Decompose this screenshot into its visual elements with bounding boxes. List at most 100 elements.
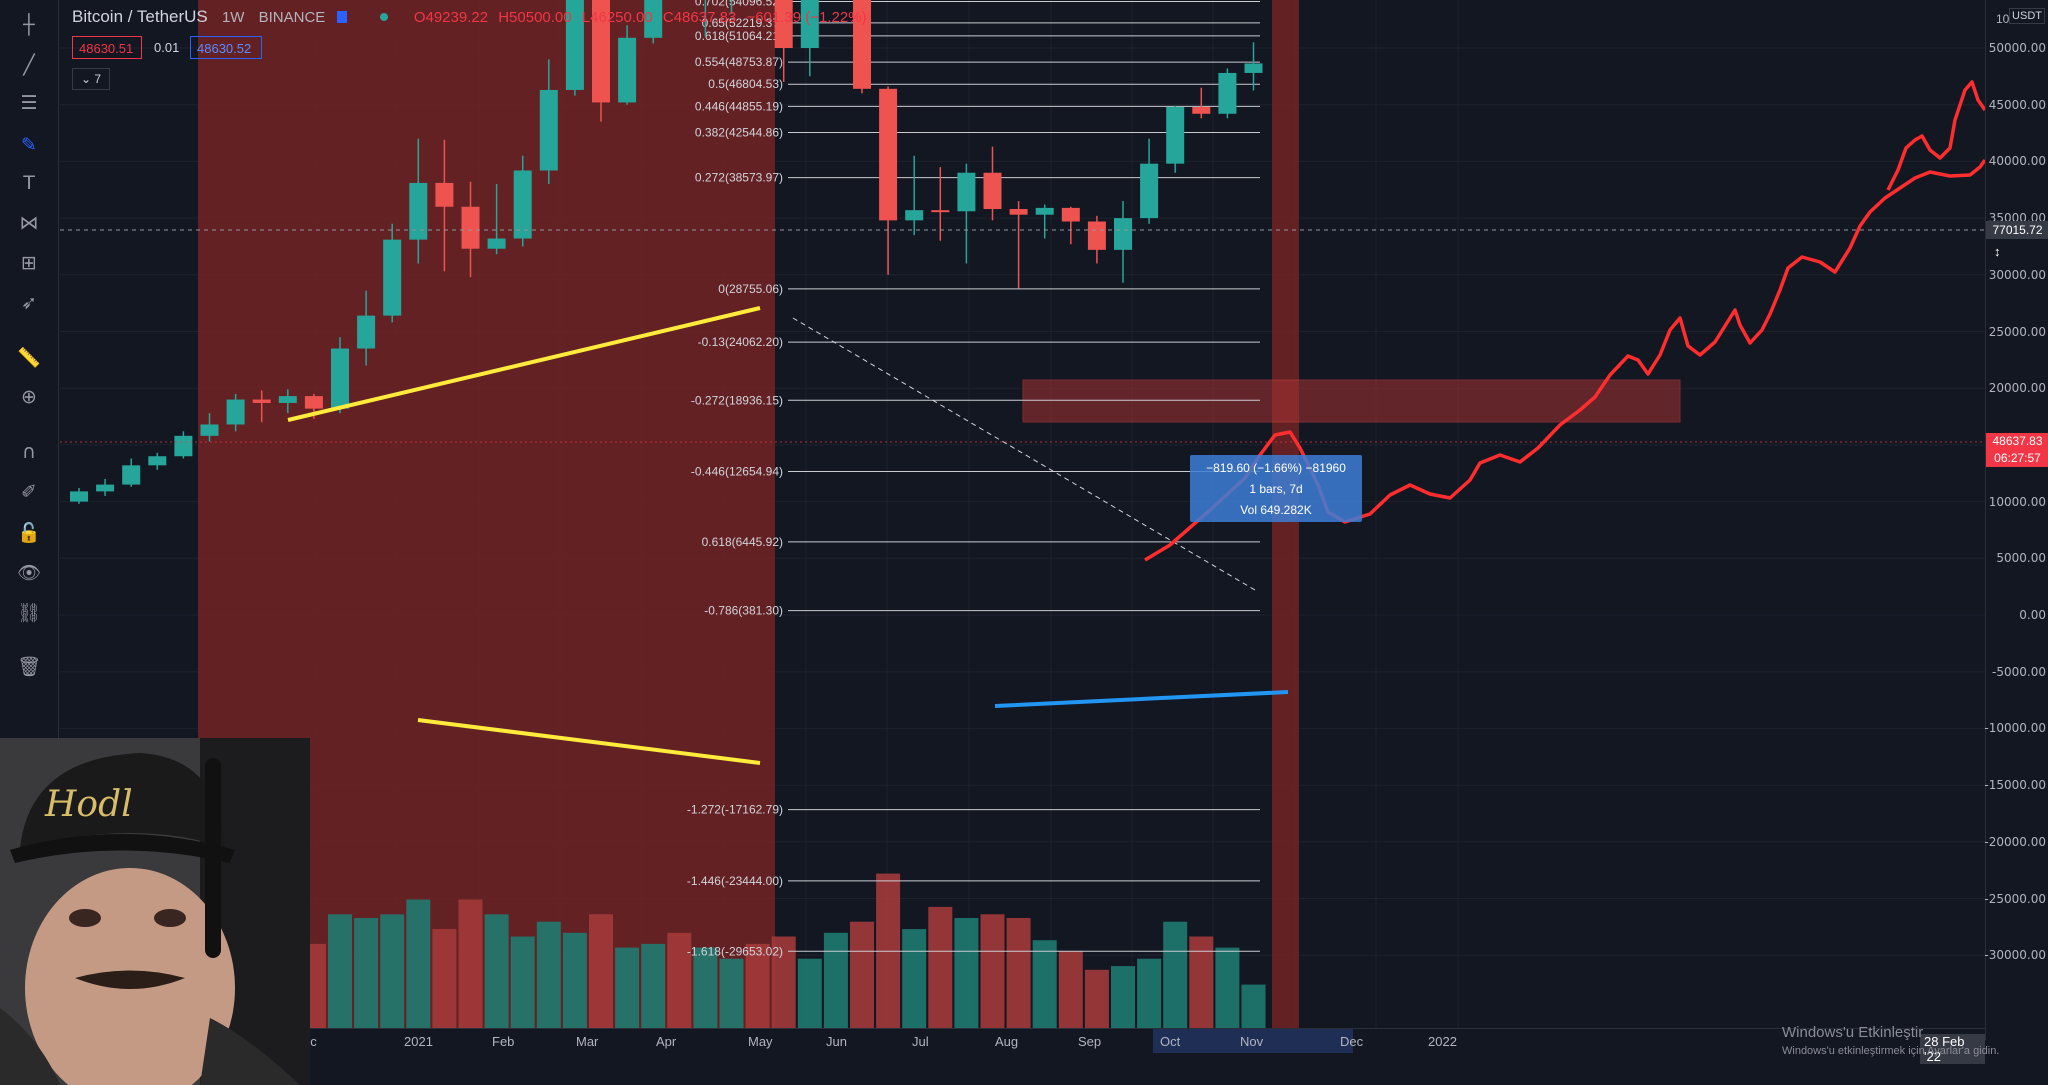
lower-trend-line[interactable] <box>417 718 761 765</box>
activation-watermark: Windows'u Etkinleştir <box>1782 1024 1924 1041</box>
candle <box>357 290 376 366</box>
crosshair-icon[interactable]: ┼ <box>23 14 35 36</box>
candle <box>853 0 871 94</box>
ohlc-open: O49239.22 <box>413 9 489 26</box>
fib-level-label: -0.272(18936.15) <box>691 393 783 407</box>
fib-level-label: -0.786(381.30) <box>704 604 783 618</box>
candle <box>774 0 793 83</box>
market-status-icon <box>379 13 388 21</box>
price-tick: -30000.00 <box>1984 948 2046 963</box>
fib-level-label: 0.554(48753.87) <box>695 55 783 69</box>
volume-bar <box>693 947 718 1029</box>
interval-label[interactable]: 1W <box>221 9 245 26</box>
candle <box>461 181 480 278</box>
fib-level-label: 0.382(42544.86) <box>695 126 783 140</box>
fib-level-label: -1.618(-29653.02) <box>687 944 783 958</box>
measure-volume: Vol 649.282K <box>1240 503 1311 517</box>
prediction-icon[interactable]: ⊞ <box>21 252 37 274</box>
volume-bar <box>667 932 692 1029</box>
fib-level-label: -1.272(-17162.79) <box>687 803 783 817</box>
volume-bar <box>902 929 927 1029</box>
exchange-label: BINANCE <box>258 9 326 26</box>
text-icon[interactable]: T <box>23 172 35 194</box>
candle <box>931 167 950 241</box>
ohlc-high: H50500.00 <box>498 9 572 26</box>
time-tick: 2021 <box>404 1034 433 1049</box>
bar-countdown: 06:27:57 <box>1994 451 2041 465</box>
symbol-name[interactable]: Bitcoin / TetherUS <box>72 7 208 26</box>
volume-bar <box>380 914 405 1029</box>
candle <box>879 86 898 275</box>
volume-bar <box>406 899 431 1029</box>
candle <box>96 478 115 496</box>
volume-bar <box>641 943 666 1029</box>
price-chart[interactable]: 1(64854.00)0.886(60738.72)0.786(57128.83… <box>60 0 1985 1040</box>
icons-icon[interactable]: ➶ <box>21 292 37 314</box>
price-tick: -25000.00 <box>1984 891 2046 906</box>
pattern-icon[interactable]: ⋈ <box>19 212 39 234</box>
eye-icon[interactable]: 👁 <box>16 561 42 584</box>
fib-trend-line[interactable] <box>792 317 1256 591</box>
candle <box>1218 68 1237 119</box>
fib-level-label: -0.446(12654.94) <box>691 464 783 478</box>
buy-button[interactable]: 48630.52 <box>190 36 262 59</box>
volume-bar <box>797 958 822 1029</box>
candle <box>983 146 1002 221</box>
trend-line-icon[interactable]: ╱ <box>23 54 35 76</box>
candle <box>1166 105 1185 173</box>
stay-drawing-icon[interactable]: ✐ <box>21 481 37 503</box>
candle <box>1061 206 1080 245</box>
resistance-box[interactable] <box>1022 379 1681 423</box>
volume-bar <box>432 929 457 1029</box>
candle <box>618 25 637 105</box>
indicators-toggle[interactable]: ⌄ 7 <box>72 68 110 90</box>
time-scale[interactable]: ec2021FebMarAprMayJunJulAugSepOctNovDec2… <box>60 1028 1985 1064</box>
candle <box>252 390 271 423</box>
fib-level-label: 0.272(38573.97) <box>695 171 783 185</box>
price-tick: 50000.00 <box>1988 41 2046 55</box>
trash-icon[interactable]: 🗑 <box>16 655 42 678</box>
candle <box>513 155 532 247</box>
volume-bar <box>1241 984 1266 1029</box>
price-tick: 10000.00 <box>1988 494 2046 509</box>
symbol-legend: Bitcoin / TetherUS 1W BINANCE O49239.22 … <box>72 7 867 27</box>
time-tick: Jun <box>826 1034 847 1049</box>
lock-icon[interactable]: 🔓 <box>17 521 41 544</box>
volume-bar <box>615 947 640 1029</box>
volume-bar <box>510 936 535 1029</box>
candle <box>70 487 88 504</box>
price-tick: 0.00 <box>2019 608 2046 622</box>
volume-bar <box>1163 921 1188 1029</box>
volume-bar <box>536 921 561 1029</box>
candle <box>122 458 141 487</box>
volume-bar <box>928 906 953 1029</box>
fib-retracement-icon[interactable]: ☰ <box>20 92 38 114</box>
time-tick: 2022 <box>1428 1034 1457 1049</box>
sell-button[interactable]: 48630.51 <box>72 36 142 59</box>
volume-bar <box>980 914 1005 1029</box>
time-tick: Oct <box>1160 1034 1181 1049</box>
candle <box>383 223 402 323</box>
volume-bar <box>1111 966 1135 1029</box>
price-scale[interactable]: USDT 10 100000.0095000.0090000.0085000.0… <box>1984 0 2048 1040</box>
brush-icon[interactable]: ✎ <box>21 134 37 156</box>
candle <box>565 0 584 96</box>
zoom-icon[interactable]: ⊕ <box>21 386 37 408</box>
last-price-value: 48637.83 <box>1992 434 2043 448</box>
currency-label[interactable]: USDT <box>2009 8 2045 24</box>
ohlc-low: L46250.00 <box>581 9 653 26</box>
volume-bars <box>67 873 1266 1029</box>
upper-trend-line[interactable] <box>287 306 761 422</box>
volume-bar <box>589 914 613 1029</box>
candle <box>487 184 506 255</box>
volume-bar <box>484 914 509 1029</box>
link-icon[interactable]: ⛓ <box>16 601 42 624</box>
price-tick: -10000.00 <box>1984 721 2046 736</box>
spread-label: 0.01 <box>154 40 180 55</box>
projection-peak-path[interactable] <box>1886 80 1985 191</box>
fib-level-label: 0(28755.06) <box>718 282 783 296</box>
magnet-icon[interactable]: ∩ <box>22 441 36 463</box>
flag-icon[interactable] <box>337 11 348 23</box>
ruler-icon[interactable]: 📏 <box>17 346 41 369</box>
support-line[interactable] <box>994 690 1289 708</box>
